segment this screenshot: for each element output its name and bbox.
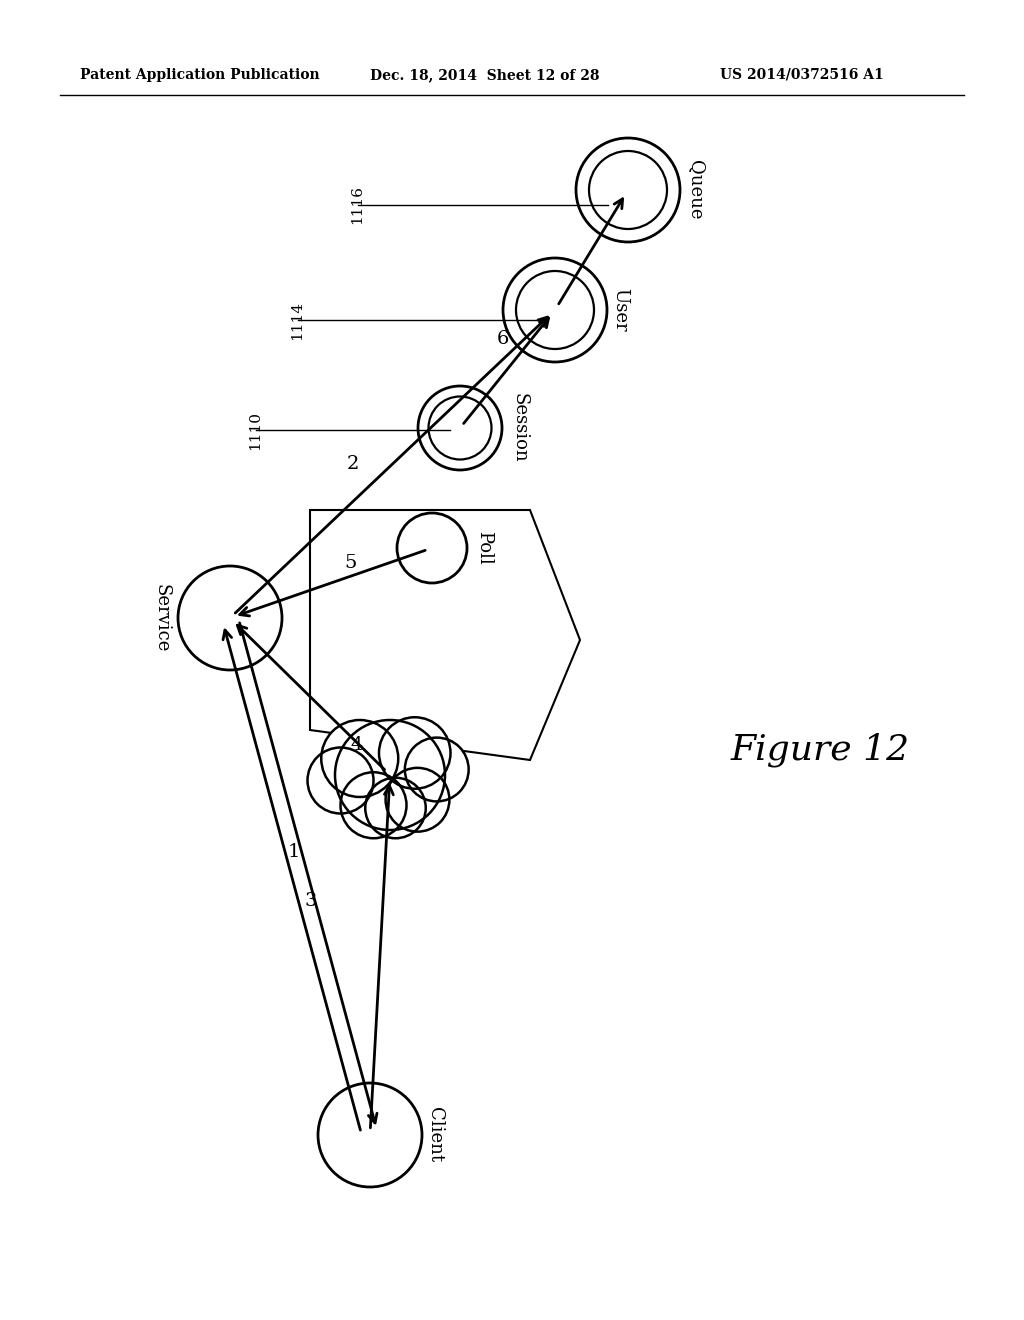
Circle shape <box>307 747 374 813</box>
Text: 1114: 1114 <box>290 301 304 339</box>
Text: Queue: Queue <box>687 160 705 219</box>
Circle shape <box>575 139 680 242</box>
Circle shape <box>322 719 398 797</box>
Text: 3: 3 <box>305 892 317 909</box>
Circle shape <box>341 772 407 838</box>
Text: Figure 12: Figure 12 <box>730 733 909 767</box>
Text: Service: Service <box>153 583 171 652</box>
Circle shape <box>589 150 667 228</box>
Circle shape <box>335 719 445 830</box>
Text: 4: 4 <box>351 737 364 754</box>
Text: User: User <box>611 288 629 331</box>
Text: 6: 6 <box>497 330 509 348</box>
Text: Dec. 18, 2014  Sheet 12 of 28: Dec. 18, 2014 Sheet 12 of 28 <box>370 69 599 82</box>
Circle shape <box>503 257 607 362</box>
Circle shape <box>418 385 502 470</box>
Text: Client: Client <box>426 1107 444 1163</box>
Text: 1116: 1116 <box>350 186 364 224</box>
Circle shape <box>178 566 282 671</box>
Circle shape <box>428 396 492 459</box>
Circle shape <box>318 1082 422 1187</box>
Circle shape <box>366 777 426 838</box>
Text: Poll: Poll <box>475 531 493 565</box>
Text: 5: 5 <box>345 554 357 572</box>
Text: US 2014/0372516 A1: US 2014/0372516 A1 <box>720 69 884 82</box>
Text: Session: Session <box>511 393 529 463</box>
Circle shape <box>386 768 450 832</box>
Circle shape <box>397 513 467 583</box>
Circle shape <box>404 738 469 801</box>
Circle shape <box>379 717 451 789</box>
Text: 2: 2 <box>346 455 358 473</box>
Text: 1: 1 <box>288 843 300 861</box>
Circle shape <box>516 271 594 348</box>
Text: Patent Application Publication: Patent Application Publication <box>80 69 319 82</box>
Text: 1110: 1110 <box>248 411 262 450</box>
